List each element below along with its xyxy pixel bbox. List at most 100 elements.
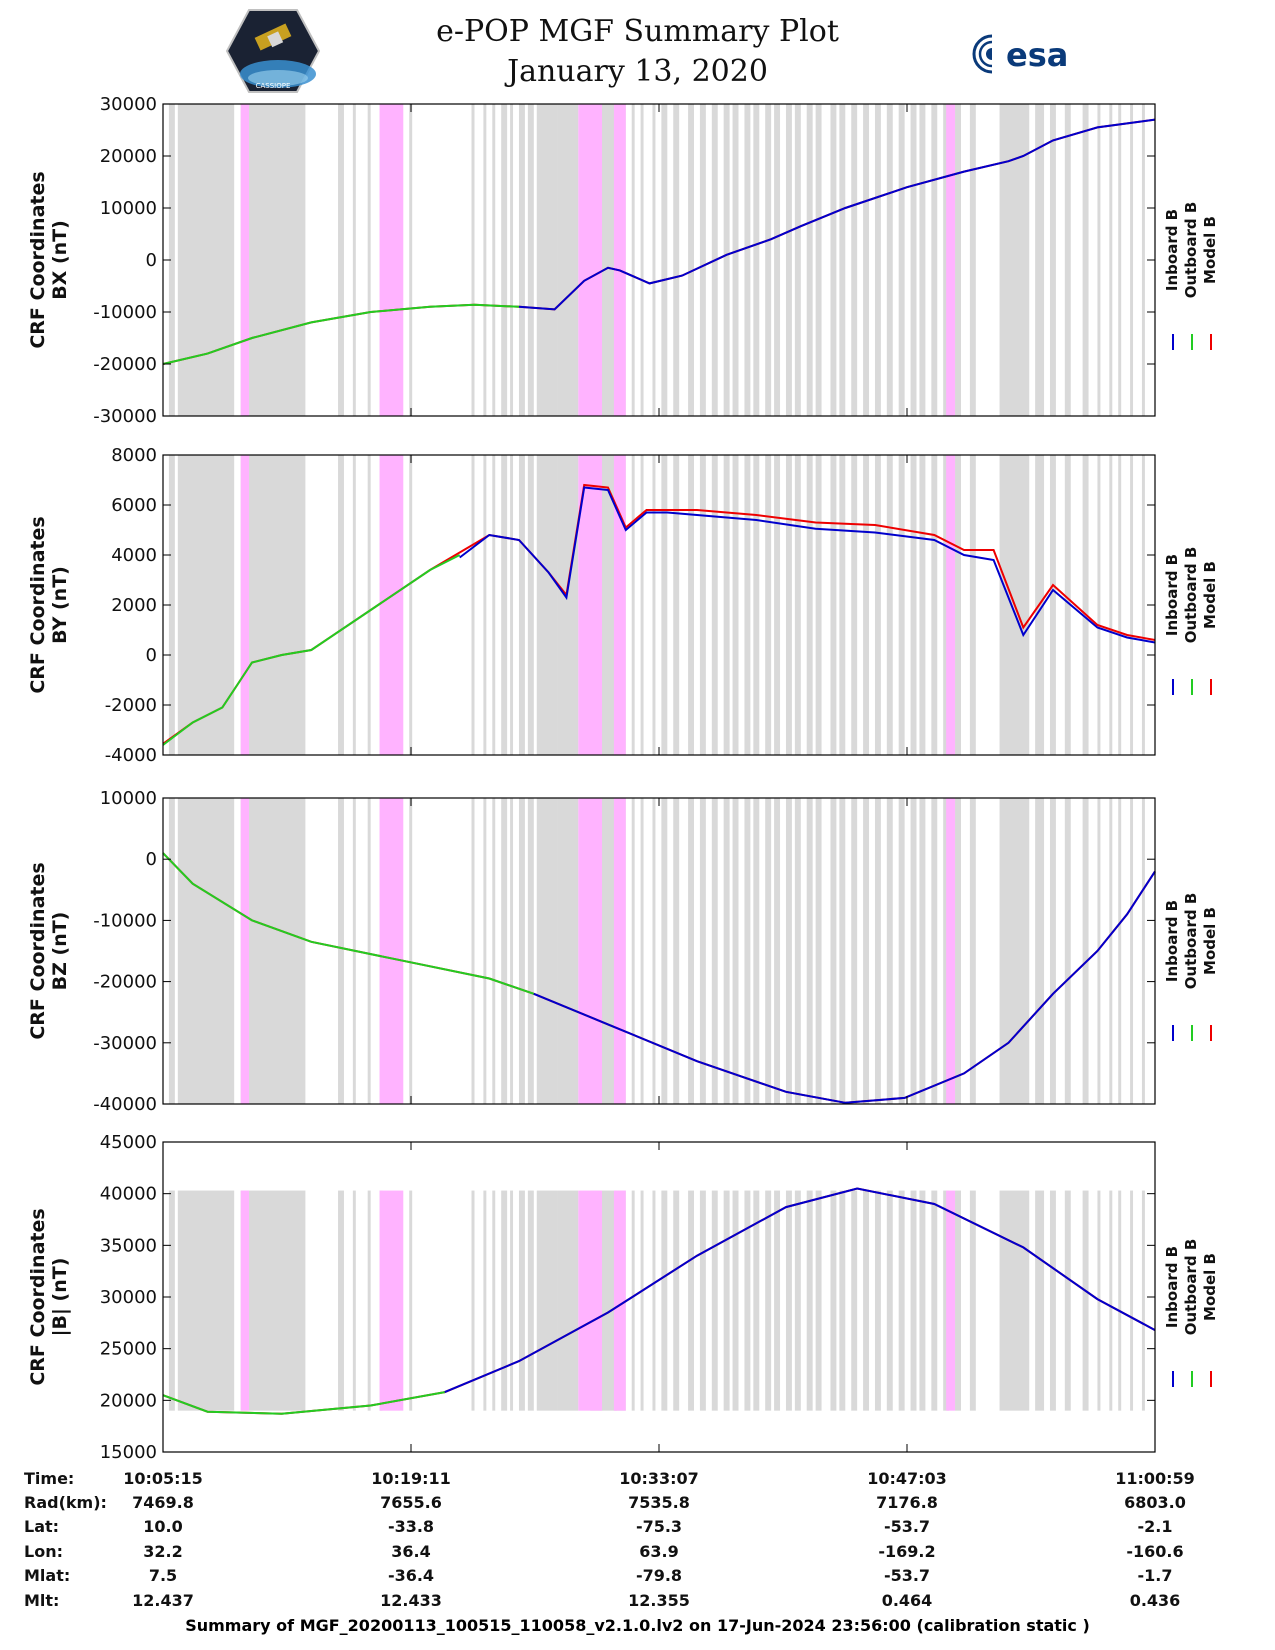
series-line-outboard-b	[162, 1391, 445, 1415]
gray-band	[744, 798, 751, 1104]
x-tick-label: 10:47:03	[867, 1469, 947, 1488]
y-tick-label: 40000	[100, 1184, 157, 1205]
gray-band	[483, 455, 487, 755]
series-line-inboard-b	[459, 486, 1156, 644]
cassiope-mission-logo: CASSIOPE	[226, 9, 320, 93]
y-tick-label: -10000	[93, 302, 157, 323]
gray-band	[168, 455, 175, 755]
gray-band	[969, 798, 976, 1104]
esa-logo: esa	[972, 34, 1068, 74]
magenta-band	[578, 104, 603, 416]
info-row-label: Rad(km):	[24, 1493, 107, 1512]
gray-band	[652, 104, 656, 416]
magenta-band	[946, 455, 956, 755]
gray-band	[673, 1190, 680, 1411]
gray-band	[723, 1190, 730, 1411]
gray-band	[661, 104, 668, 416]
gray-band	[851, 1190, 858, 1411]
magenta-band	[379, 798, 404, 1104]
magenta-band	[946, 1190, 956, 1411]
gray-band	[898, 104, 905, 416]
gray-band	[774, 455, 781, 755]
y-tick-label: -20000	[93, 972, 157, 993]
gray-band	[557, 455, 579, 755]
info-value: 7469.8	[132, 1493, 194, 1512]
y-tick-label: -30000	[93, 1033, 157, 1054]
gray-band	[640, 1190, 644, 1411]
gray-band	[338, 798, 344, 1104]
info-value: -53.7	[884, 1566, 930, 1585]
x-axis-info-table: Time: Rad(km): Lat: Lon: Mlat: Mlt: 10:05:15 74…	[24, 1469, 1195, 1610]
gray-band	[744, 455, 751, 755]
gray-band	[898, 1190, 905, 1411]
y-axis-label: CRF CoordinatesBZ (nT)	[27, 862, 71, 1039]
gray-band	[501, 104, 508, 416]
gray-band	[711, 455, 718, 755]
y-tick-label: 20000	[100, 146, 157, 167]
gray-band	[753, 104, 760, 416]
y-tick-label: -30000	[93, 406, 157, 427]
gray-band	[471, 1190, 475, 1411]
gray-band	[177, 455, 235, 755]
gray-band	[1141, 1190, 1145, 1411]
gray-band	[723, 798, 730, 1104]
series-line-outboard-b	[162, 852, 535, 995]
gray-band	[240, 104, 306, 416]
gray-band	[536, 104, 558, 416]
gray-band	[1082, 455, 1089, 755]
magenta-band	[240, 798, 250, 1104]
gray-band	[409, 104, 413, 416]
gray-band	[785, 455, 792, 755]
gray-band	[631, 455, 635, 755]
y-tick-label: -40000	[93, 1094, 157, 1115]
gray-band	[863, 104, 870, 416]
gray-band	[910, 1190, 917, 1411]
x-tick-label: 10:19:11	[371, 1469, 451, 1488]
info-value: 12.355	[628, 1591, 690, 1610]
magenta-band	[946, 798, 956, 1104]
gray-band	[510, 1190, 514, 1411]
gray-band	[673, 455, 680, 755]
gray-band	[557, 1190, 579, 1411]
info-value: -33.8	[388, 1517, 434, 1536]
gray-band	[955, 455, 961, 755]
gray-band	[874, 1190, 881, 1411]
gray-band	[1049, 798, 1056, 1104]
gray-band	[631, 104, 635, 416]
gray-band	[1109, 455, 1113, 755]
gray-band	[874, 104, 881, 416]
gray-band	[661, 455, 668, 755]
gray-band	[765, 104, 772, 416]
gray-band	[673, 104, 680, 416]
gray-band	[863, 798, 870, 1104]
x-tick-label: 10:33:07	[619, 1469, 699, 1488]
info-row-label: Lat:	[24, 1517, 59, 1536]
gray-band	[492, 798, 496, 1104]
gray-band	[815, 455, 822, 755]
magenta-band	[613, 798, 626, 1104]
y-tick-label: 8000	[111, 445, 157, 466]
legend-label-model-b: Model B	[1201, 907, 1219, 975]
gray-band	[851, 104, 858, 416]
gray-band	[794, 1190, 801, 1411]
gray-band	[177, 1190, 235, 1411]
magenta-band	[613, 1190, 626, 1411]
gray-band	[874, 455, 881, 755]
gray-band	[688, 104, 695, 416]
series-line-outboard-b	[162, 303, 520, 365]
gray-band	[931, 104, 938, 416]
gray-band	[527, 104, 534, 416]
gray-band	[501, 1190, 508, 1411]
gray-band	[919, 104, 926, 416]
gray-band	[765, 1190, 772, 1411]
info-value: -2.1	[1138, 1517, 1173, 1536]
y-tick-label: 30000	[100, 1287, 157, 1308]
gray-band	[1118, 455, 1122, 755]
gray-band	[168, 104, 175, 416]
footer-summary: Summary of MGF_20200113_100515_110058_v2…	[185, 1616, 1090, 1635]
y-tick-label: 25000	[100, 1339, 157, 1360]
gray-band	[640, 455, 644, 755]
legend-label-inboard-b: Inboard B	[1163, 209, 1181, 291]
gray-band	[688, 455, 695, 755]
